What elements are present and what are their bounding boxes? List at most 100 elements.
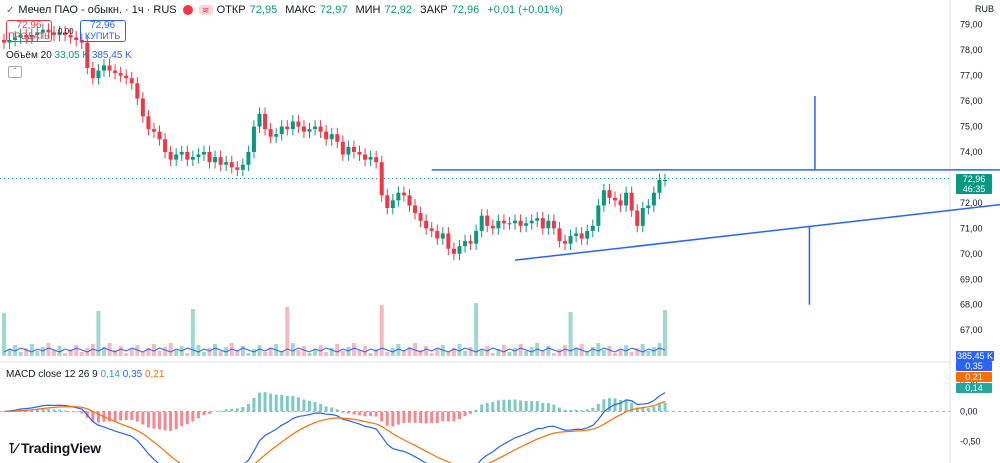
volume-bar [46,343,51,356]
candle-body [407,195,412,206]
candle-body [401,192,406,196]
candle-body [363,154,368,160]
macd-hist-bar [591,407,595,412]
volume-bar [24,348,29,356]
macd-hist-bar [419,411,423,424]
macd-hist-bar [313,402,317,412]
volume-bar [429,353,434,356]
volume-bar [396,344,401,356]
macd-hist-bar [635,407,639,412]
macd-hist-bar [191,411,195,422]
volume-bar [418,350,423,356]
candle-body [585,230,590,239]
candle-body [318,126,323,132]
candle-body [629,192,634,211]
volume-bar [35,351,40,356]
candle-body [529,220,534,224]
volume-bar [74,345,79,356]
candle-body [640,208,645,226]
macd-hist-bar [108,411,112,422]
symbol-header: ✓ Мечел ПАО - обыкн. · 1ч · RUS ≋ ОТКР 72… [6,4,567,16]
candle-body [463,241,468,247]
macd-hist-bar [280,394,284,412]
candle-body [574,233,579,236]
macd-hist-bar [241,407,245,412]
y-tick-label: 79,00 [960,20,983,30]
candle-body [385,195,390,208]
candle-body [513,220,518,224]
candle-body [146,116,151,130]
candle-body [524,223,529,226]
chevron-icon[interactable]: ✓ [6,4,15,16]
macd-line [3,392,666,463]
high-value: 72,97 [319,4,348,16]
candle-body [596,205,601,226]
sell-button[interactable]: 72,96 ПРОДАТЬ [6,20,52,42]
currency-label[interactable]: RUB [975,4,995,14]
candle-body [213,157,218,163]
candle-body [446,233,451,249]
candle-body [85,42,90,68]
volume-bar [113,350,118,356]
candle-body [618,200,623,206]
macd-hist-bar [407,411,411,423]
buy-button[interactable]: 72,96 КУПИТЬ [79,20,126,42]
collapse-icon[interactable]: ˆ [8,66,22,78]
candle-body [435,230,440,239]
macd-hist-bar [385,411,389,426]
candle-body [185,152,190,160]
tradingview-logo: ⊺⁄ TradingView [8,440,101,457]
volume-bar [268,348,273,356]
volume-bar [2,313,6,356]
candle-body [590,225,595,231]
wave-icon: ≋ [198,5,213,15]
candle-body [235,167,240,170]
volume-bar [68,349,73,356]
macd-hist-bar [269,393,273,412]
volume-bar [118,346,123,356]
volume-bar [235,350,240,356]
candle-body [101,65,106,71]
macd-hist-bar [369,411,373,417]
macd-hist-bar [663,402,667,412]
volume-bar [607,346,612,356]
macd-hist-value: 0,14 [100,369,120,380]
volume-bar [29,344,34,356]
macd-hist-bar [607,398,611,412]
candle-body [74,37,79,40]
candle-body [13,37,18,40]
drawings [431,96,1000,305]
y-tick-label: 69,00 [960,274,983,284]
volume-bar [168,343,173,356]
macd-hist-bar [496,400,500,412]
macd-hist-bar [524,400,528,412]
candle-body [551,220,556,229]
macd-hist-bar [507,399,511,412]
volume-bar [374,349,379,356]
candle-body [207,152,212,163]
candle-body [546,220,551,229]
candle-body [301,126,306,132]
macd-hist-bar [319,403,323,412]
y-tick-label: 72,00 [960,198,983,208]
macd-hist-bar [230,408,234,412]
macd-hist-bar [580,410,584,412]
high-label: МАКС [285,4,316,16]
open-value: 72,95 [249,4,278,16]
candle-body [357,152,362,155]
candle-body [490,225,495,229]
macd-badge: 0,35 [956,361,992,371]
volume-bar [629,352,634,356]
macd-hist-bar [202,411,206,415]
macd-hist-bar [96,411,100,423]
macd-hist-bar [546,403,550,412]
candle-body [607,190,612,198]
symbol-title[interactable]: Мечел ПАО - обыкн. · 1ч · RUS [18,4,177,16]
volume-bar [490,353,495,356]
candle-body [157,131,162,140]
macd-hist-bar [485,402,489,412]
macd-hist-bar [252,398,256,412]
candle-body [624,192,629,206]
volume-bar [163,347,168,356]
